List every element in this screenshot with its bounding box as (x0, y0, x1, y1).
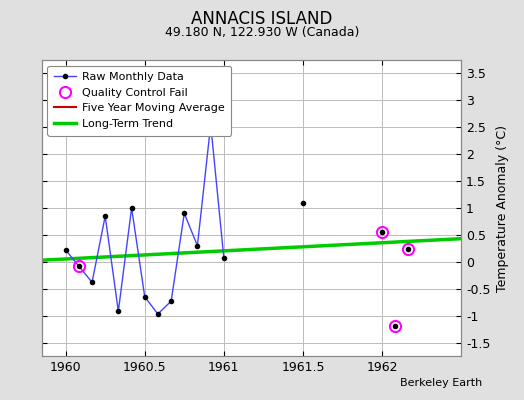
Quality Control Fail (405, 247, 411, 252)
Text: ANNACIS ISLAND: ANNACIS ISLAND (191, 10, 333, 28)
Legend: Raw Monthly Data, Quality Control Fail, Five Year Moving Average, Long-Term Tren: Raw Monthly Data, Quality Control Fail, … (48, 66, 231, 136)
Text: Berkeley Earth: Berkeley Earth (400, 378, 482, 388)
Quality Control Fail (379, 230, 385, 235)
Y-axis label: Temperature Anomaly (°C): Temperature Anomaly (°C) (496, 124, 509, 292)
Line: Quality Control Fail: Quality Control Fail (73, 227, 414, 332)
Text: 49.180 N, 122.930 W (Canada): 49.180 N, 122.930 W (Canada) (165, 26, 359, 39)
Quality Control Fail (75, 264, 82, 268)
Quality Control Fail (392, 324, 398, 329)
